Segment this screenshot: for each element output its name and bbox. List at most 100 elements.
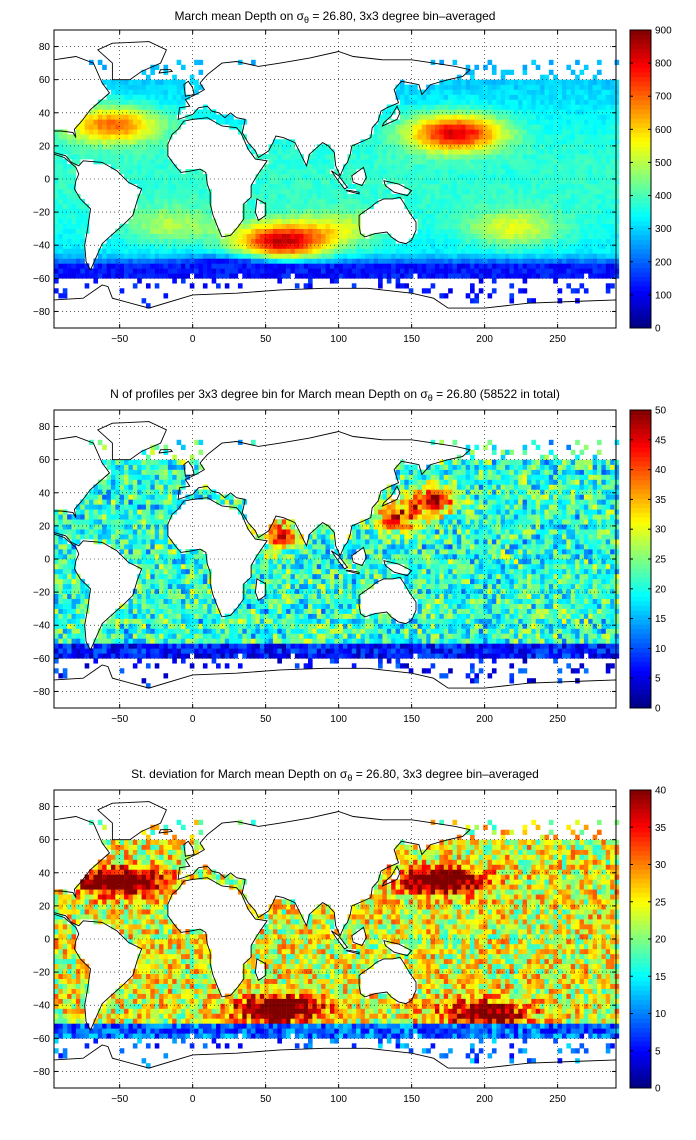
heatmap-cell (597, 263, 602, 269)
heatmap-cell (119, 109, 125, 115)
heatmap-cell (163, 643, 169, 649)
heatmap-cell (202, 104, 208, 110)
heatmap-cell (557, 134, 563, 140)
heatmap-cell (500, 643, 506, 649)
heatmap-cell (461, 648, 466, 654)
heatmap-cell (465, 104, 471, 110)
heatmap-cell (181, 243, 186, 249)
heatmap-cell (404, 648, 409, 654)
heatmap-cell (172, 203, 177, 210)
heatmap-cell (102, 134, 107, 140)
heatmap-cell (378, 174, 383, 180)
colorbar-swatch (630, 146, 651, 152)
heatmap-cell (505, 79, 510, 85)
heatmap-cell (461, 134, 466, 140)
heatmap-cell (575, 159, 580, 165)
heatmap-cell (531, 638, 536, 644)
heatmap-cell (522, 169, 528, 175)
heatmap-cell (483, 109, 488, 115)
heatmap-cell (535, 243, 541, 249)
heatmap-cell (597, 79, 602, 85)
heatmap-cell (321, 174, 326, 180)
heatmap-cell (110, 134, 116, 140)
heatmap-cell (478, 233, 484, 239)
heatmap-cell (395, 243, 401, 249)
heatmap-cell (597, 124, 602, 130)
heatmap-cell (526, 298, 532, 304)
heatmap-cell (426, 174, 431, 180)
heatmap-cell (417, 218, 423, 224)
heatmap-cell (360, 653, 366, 659)
heatmap-cell (128, 109, 134, 115)
heatmap-cell (575, 59, 580, 66)
heatmap-cell (478, 653, 484, 659)
heatmap-cell (255, 188, 261, 195)
heatmap-cell (272, 208, 278, 215)
heatmap-cell (408, 89, 414, 95)
heatmap-cell (360, 248, 366, 254)
heatmap-cell (75, 213, 81, 219)
heatmap-cell (553, 159, 558, 165)
heatmap-cell (575, 164, 580, 170)
heatmap-cell (115, 79, 120, 85)
heatmap-cell (294, 193, 300, 200)
heatmap-cell (382, 238, 388, 244)
heatmap-cell (299, 174, 304, 180)
heatmap-cell (413, 144, 418, 150)
heatmap-cell (395, 154, 401, 160)
heatmap-cell (137, 208, 142, 215)
heatmap-cell (286, 648, 291, 654)
heatmap-cell (347, 193, 353, 200)
heatmap-cell (526, 124, 532, 130)
heatmap-cell (272, 228, 278, 234)
heatmap-cell (456, 109, 462, 115)
heatmap-cell (325, 164, 331, 170)
heatmap-cell (610, 228, 615, 234)
heatmap-cell (526, 253, 532, 259)
heatmap-cell (181, 658, 186, 664)
heatmap-cell (588, 124, 593, 130)
heatmap-cell (505, 174, 510, 180)
heatmap-cell (500, 228, 506, 234)
heatmap-cell (513, 198, 519, 205)
heatmap-cell (54, 179, 59, 185)
heatmap-cell (207, 203, 212, 210)
heatmap-cell (505, 139, 510, 145)
colorbar-swatch (630, 276, 651, 282)
heatmap-cell (71, 183, 77, 190)
heatmap-cell (597, 104, 602, 110)
heatmap-cell (496, 188, 501, 195)
heatmap-cell (496, 94, 501, 100)
heatmap-cell (505, 89, 510, 95)
heatmap-cell (557, 678, 563, 684)
heatmap-cell (487, 139, 493, 145)
heatmap-cell (439, 643, 444, 649)
heatmap-cell (207, 238, 212, 244)
heatmap-cell (242, 213, 247, 219)
heatmap-cell (452, 193, 458, 200)
heatmap-cell (71, 154, 77, 160)
heatmap-cell (535, 64, 541, 70)
heatmap-cell (531, 169, 536, 175)
heatmap-cell (491, 263, 497, 269)
heatmap-cell (548, 233, 554, 239)
heatmap-cell (439, 84, 444, 90)
heatmap-cell (553, 228, 558, 234)
heatmap-cell (220, 263, 226, 269)
heatmap-cell (97, 109, 103, 115)
heatmap-cell (443, 228, 449, 234)
heatmap-cell (189, 114, 195, 120)
heatmap-cell (575, 94, 580, 100)
colorbar-swatch (630, 81, 651, 87)
heatmap-cell (605, 188, 611, 195)
heatmap-cell (382, 139, 388, 145)
heatmap-cell (426, 149, 431, 155)
heatmap-cell (75, 139, 81, 145)
heatmap-cell (566, 119, 571, 125)
heatmap-cell (448, 188, 453, 195)
heatmap-cell (312, 268, 317, 274)
heatmap-cell (141, 198, 147, 205)
heatmap-cell (259, 223, 265, 229)
heatmap-cell (181, 253, 186, 259)
heatmap-cell (470, 154, 475, 160)
